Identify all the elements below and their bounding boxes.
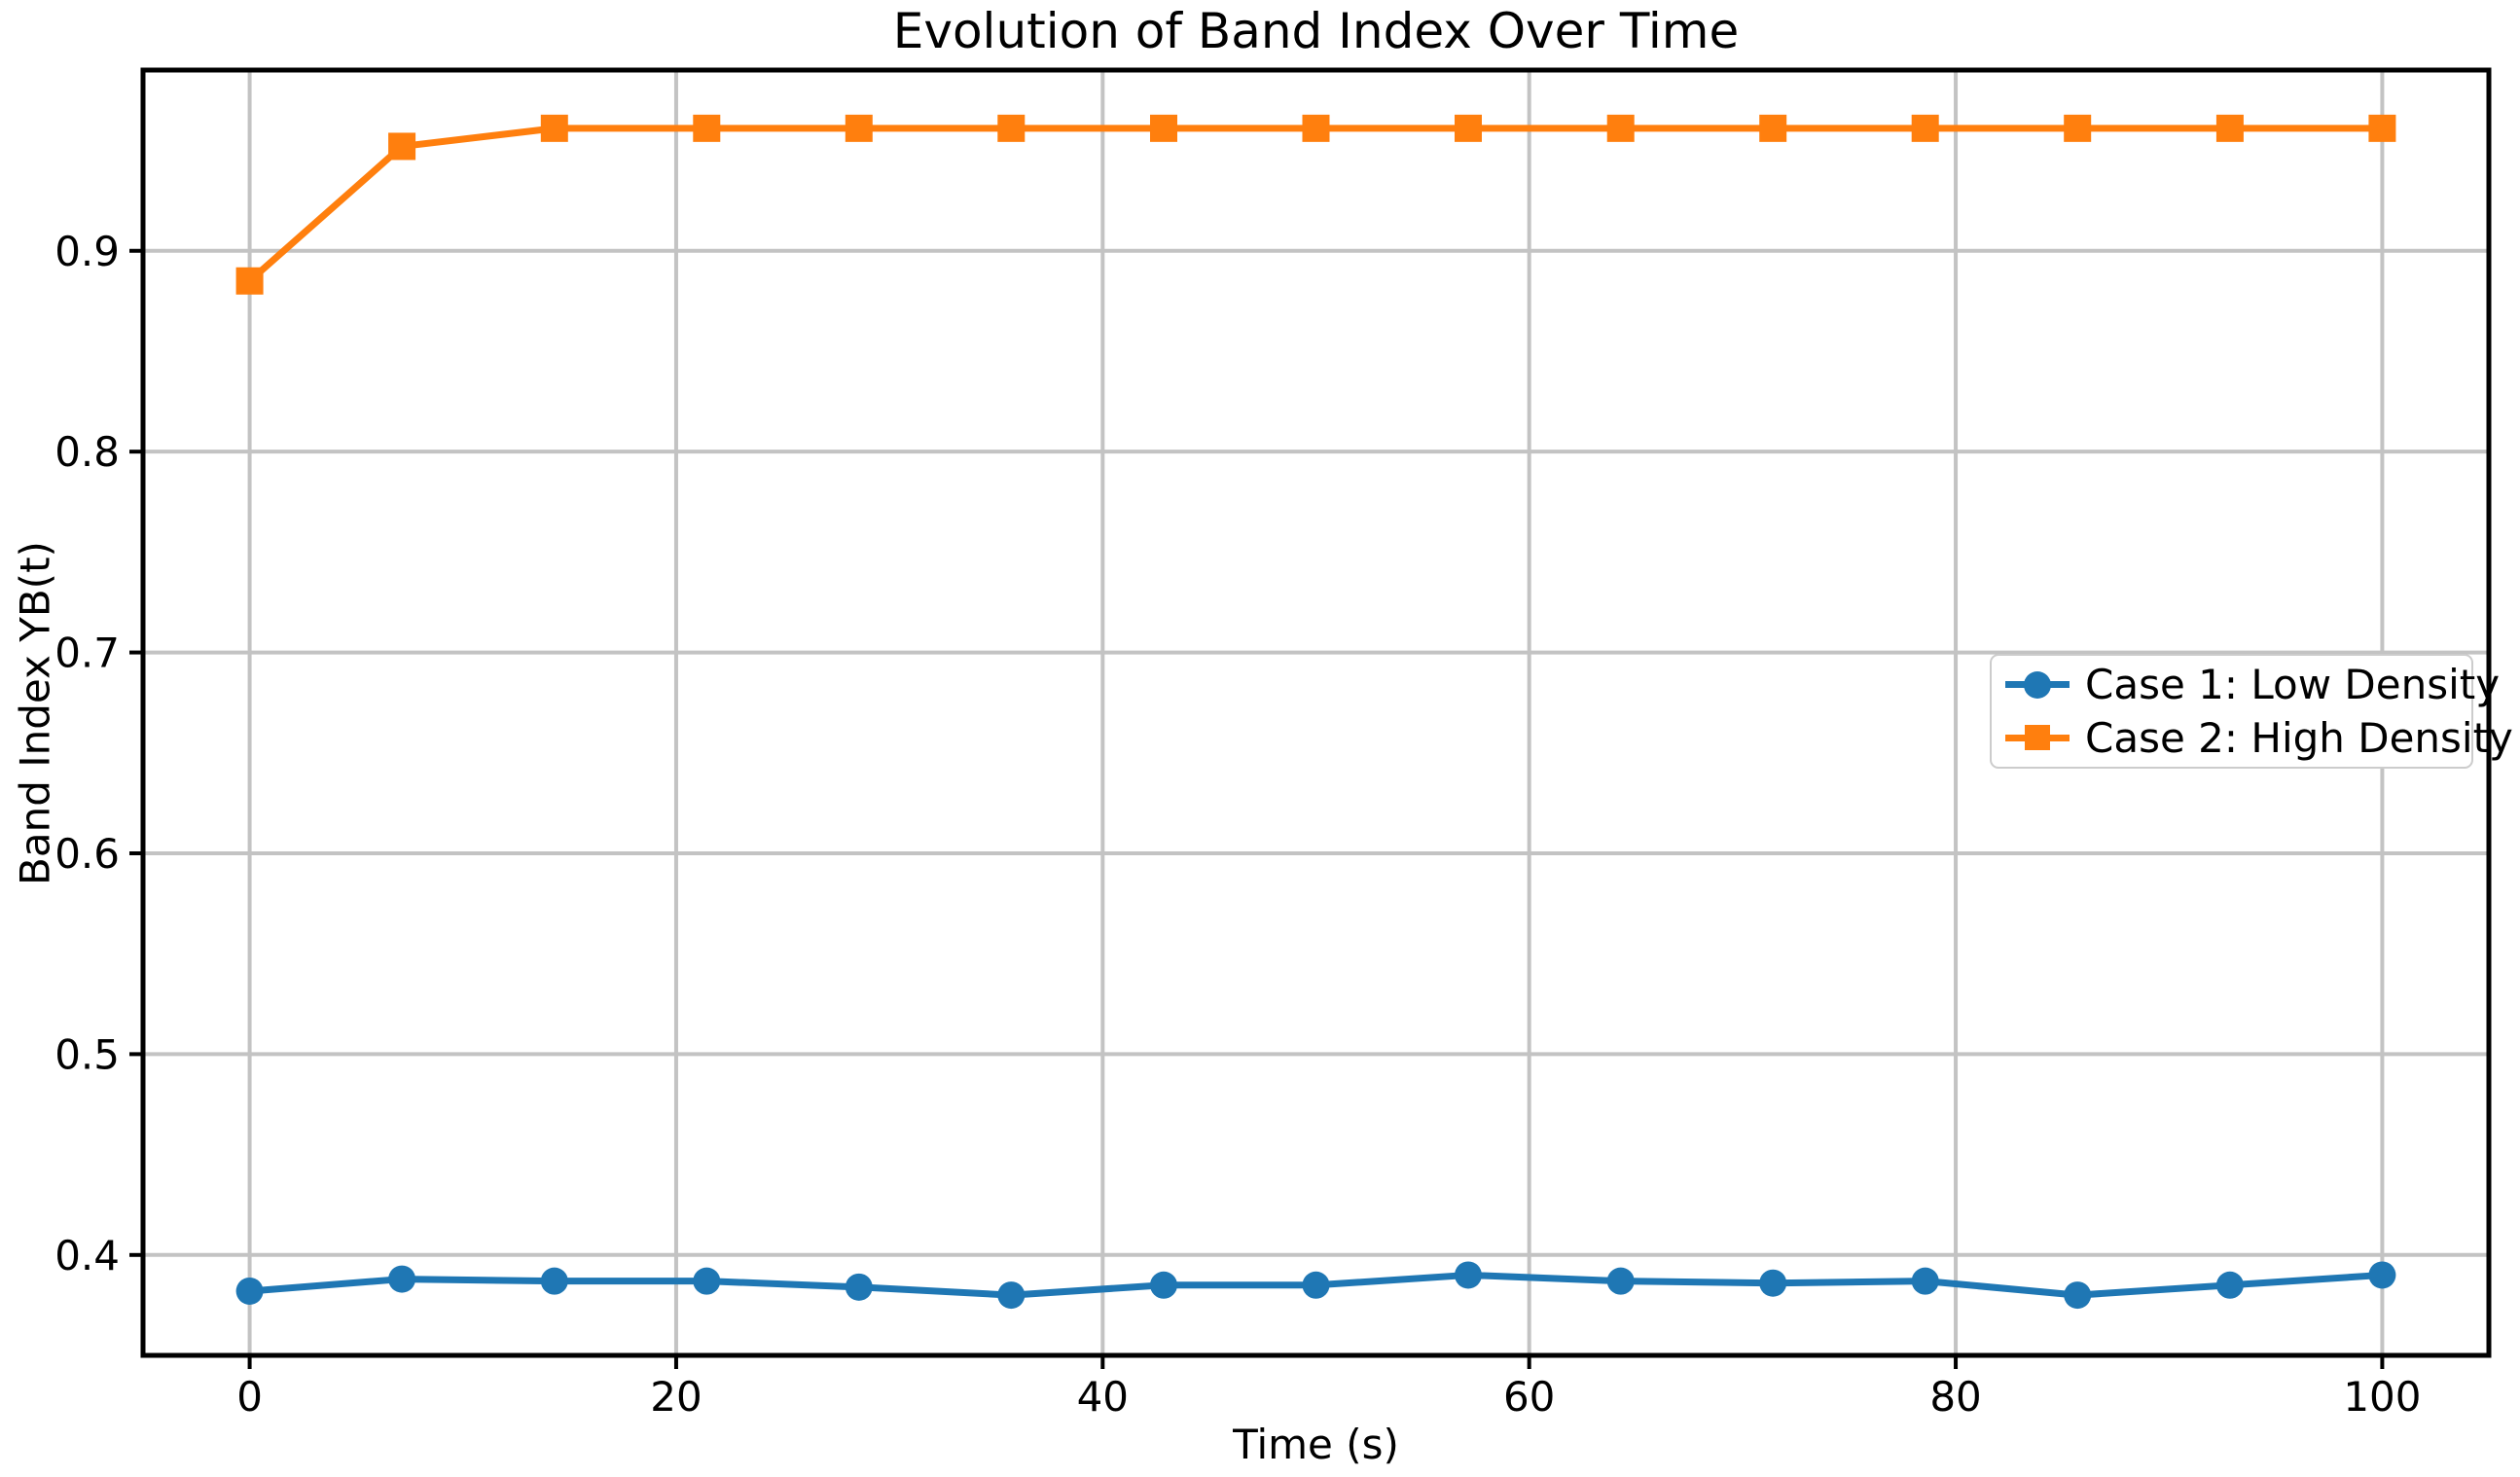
data-point-circle — [1454, 1261, 1482, 1289]
y-tick-label: 0.6 — [54, 830, 120, 878]
series-line-1 — [246, 125, 2386, 285]
data-point-square — [1454, 114, 1482, 142]
x-tick-label: 60 — [1503, 1373, 1555, 1421]
data-point-circle — [997, 1281, 1026, 1310]
data-point-square — [2064, 114, 2092, 142]
chart-title: Evolution of Band Index Over Time — [892, 3, 1740, 59]
legend-label-case1: Case 1: Low Density — [2085, 661, 2501, 709]
data-point-square — [1606, 114, 1635, 142]
y-tick-label: 0.7 — [54, 630, 120, 677]
y-tick-label: 0.8 — [54, 428, 120, 476]
data-point-square — [1759, 114, 1787, 142]
x-tick-label: 40 — [1077, 1373, 1129, 1421]
legend-entry-case2: Case 2: High Density — [2005, 714, 2513, 762]
x-tick-label: 0 — [236, 1373, 263, 1421]
legend: Case 1: Low Density Case 2: High Density — [1990, 654, 2513, 769]
data-point-circle — [235, 1277, 264, 1305]
y-tick-label: 0.4 — [54, 1232, 120, 1279]
square-marker-icon — [2025, 725, 2050, 751]
legend-sample-case1 — [2005, 667, 2070, 702]
data-point-circle — [388, 1265, 416, 1293]
data-point-square — [1911, 114, 1939, 142]
data-point-square — [540, 114, 568, 142]
data-point-circle — [1759, 1269, 1787, 1297]
y-tick-label: 0.5 — [54, 1030, 120, 1078]
data-point-circle — [2064, 1281, 2092, 1310]
legend-label-case2: Case 2: High Density — [2085, 713, 2513, 762]
y-axis-label: Band Index YB(t) — [11, 541, 59, 885]
x-axis-label: Time (s) — [1233, 1421, 1399, 1468]
data-point-square — [1302, 114, 1330, 142]
data-point-circle — [845, 1273, 873, 1301]
data-point-circle — [1606, 1267, 1635, 1295]
x-tick-label: 100 — [2343, 1373, 2421, 1421]
data-point-square — [2368, 114, 2396, 142]
x-tick-label: 80 — [1929, 1373, 1981, 1421]
data-point-circle — [1302, 1271, 1330, 1299]
circle-marker-icon — [2024, 670, 2051, 699]
legend-entry-case1: Case 1: Low Density — [2005, 661, 2500, 708]
data-point-circle — [1911, 1267, 1939, 1295]
data-point-circle — [2368, 1261, 2396, 1289]
x-tick-label: 20 — [650, 1373, 702, 1421]
y-tick-label: 0.9 — [54, 228, 120, 275]
data-point-square — [2215, 114, 2244, 142]
legend-sample-case2 — [2005, 720, 2070, 755]
data-point-square — [997, 114, 1026, 142]
data-point-square — [845, 114, 873, 142]
data-point-square — [1150, 114, 1178, 142]
data-point-square — [388, 132, 416, 161]
data-point-circle — [2215, 1271, 2244, 1299]
data-point-circle — [1150, 1271, 1178, 1299]
data-point-circle — [540, 1267, 568, 1295]
data-point-circle — [693, 1267, 721, 1295]
data-point-square — [235, 267, 264, 295]
data-point-square — [693, 114, 721, 142]
